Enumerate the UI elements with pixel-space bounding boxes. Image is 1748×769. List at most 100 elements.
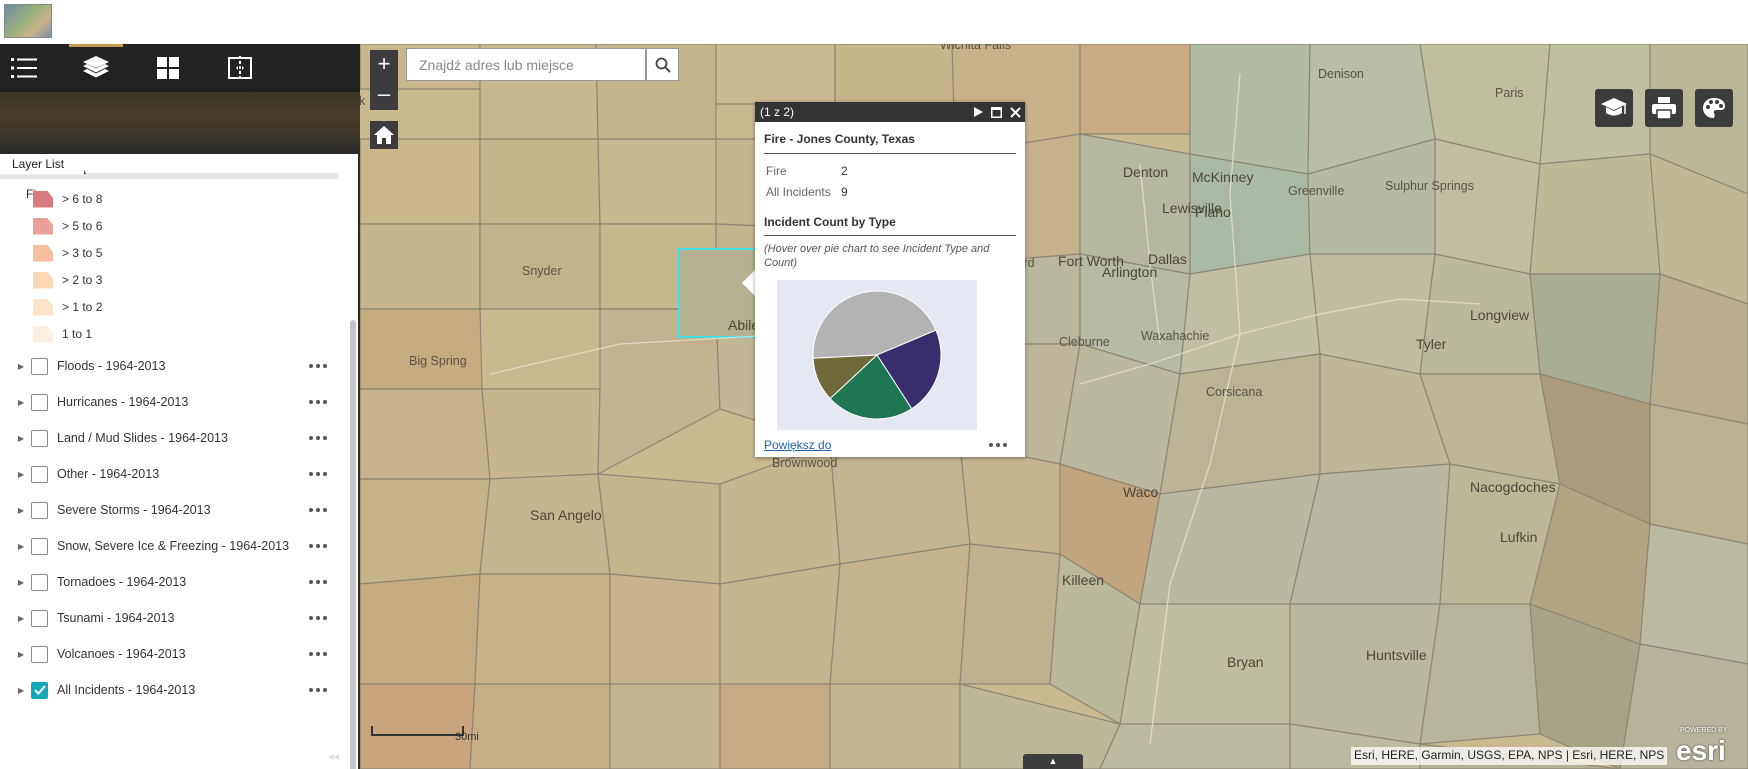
- layer-item[interactable]: ▶ Severe Storms - 1964-2013: [0, 492, 340, 528]
- maximize-icon[interactable]: [991, 106, 1002, 118]
- layer-options-button[interactable]: [308, 364, 328, 368]
- map-place-label: Wichita Falls: [940, 44, 1011, 52]
- layer-item[interactable]: ▶ Other - 1964-2013: [0, 456, 340, 492]
- map-attribution: Esri, HERE, Garmin, USGS, EPA, NPS | Esr…: [1351, 747, 1668, 765]
- layer-visibility-checkbox[interactable]: [31, 537, 48, 555]
- legend-swatch: [33, 298, 53, 316]
- layer-visibility-checkbox[interactable]: [31, 573, 48, 591]
- about-button[interactable]: [1595, 89, 1633, 127]
- attribute-key: Fire: [766, 163, 787, 178]
- layer-options-button[interactable]: [308, 580, 328, 584]
- map-place-label: Paris: [1495, 86, 1524, 100]
- expand-arrow-icon[interactable]: ▶: [18, 577, 25, 587]
- layer-list-scrollbar[interactable]: [350, 320, 356, 769]
- popup-more-button[interactable]: [989, 443, 1007, 447]
- expand-arrow-icon[interactable]: ▶: [18, 397, 25, 407]
- pie-chart-container[interactable]: [777, 280, 977, 430]
- basemap-button[interactable]: [1695, 89, 1733, 127]
- layer-options-button[interactable]: [308, 616, 328, 620]
- collapse-panel-button[interactable]: ◂◂: [328, 751, 340, 763]
- side-panel: Layer List Fire > 6 to 8> 5 to 6> 3 to 5…: [0, 44, 360, 769]
- layer-options-button[interactable]: [308, 400, 328, 404]
- close-icon[interactable]: [1010, 106, 1021, 118]
- search-button[interactable]: [646, 48, 679, 81]
- pie-chart[interactable]: [777, 280, 977, 430]
- print-button[interactable]: [1645, 89, 1683, 127]
- zoom-to-link[interactable]: Powiększ do: [764, 438, 832, 452]
- legend-label: > 5 to 6: [62, 219, 103, 233]
- layer-visibility-checkbox[interactable]: [31, 393, 48, 411]
- scale-bar: [371, 726, 464, 736]
- layer-item[interactable]: ▶ Land / Mud Slides - 1964-2013: [0, 420, 340, 456]
- expand-arrow-icon[interactable]: ▶: [18, 685, 25, 695]
- layer-options-button[interactable]: [308, 652, 328, 656]
- layer-item[interactable]: ▶ Snow, Severe Ice & Freezing - 1964-2013: [0, 528, 340, 564]
- feature-popup: (1 z 2) Fire - Jones County, Texas Fire 2…: [755, 102, 1025, 457]
- layer-item[interactable]: ▶ Volcanoes - 1964-2013: [0, 636, 340, 672]
- layer-item[interactable]: ▶ All Incidents - 1964-2013: [0, 672, 340, 708]
- expand-arrow-icon[interactable]: ▶: [18, 613, 25, 623]
- layer-visibility-checkbox[interactable]: [31, 609, 48, 627]
- basemap-gallery-button[interactable]: [152, 52, 184, 84]
- map-place-label: Lewisville: [1162, 200, 1222, 216]
- layer-options-button[interactable]: [308, 472, 328, 476]
- expand-arrow-icon[interactable]: ▶: [18, 649, 25, 659]
- layer-label: Floods - 1964-2013: [57, 359, 166, 373]
- layer-list-tab[interactable]: Layer List: [0, 154, 87, 174]
- next-feature-icon[interactable]: [974, 107, 983, 117]
- map-place-label: Nacogdoches: [1470, 479, 1556, 495]
- map-basemap: [360, 44, 1748, 769]
- legend-swatch: [33, 190, 53, 208]
- expand-arrow-icon[interactable]: ▶: [18, 361, 25, 371]
- printer-icon: [1652, 97, 1676, 119]
- layer-item[interactable]: ▶ Tsunami - 1964-2013: [0, 600, 340, 636]
- layer-options-button[interactable]: [308, 436, 328, 440]
- layer-label: Tornadoes - 1964-2013: [57, 575, 187, 589]
- expand-arrow-icon[interactable]: ▶: [18, 433, 25, 443]
- search-icon: [655, 57, 671, 73]
- layer-item[interactable]: ▶ Hurricanes - 1964-2013: [0, 384, 340, 420]
- layer-visibility-checkbox[interactable]: [31, 501, 48, 519]
- layer-list-button[interactable]: [8, 52, 40, 84]
- pie-slice[interactable]: [876, 329, 942, 410]
- legend-label: > 2 to 3: [62, 273, 103, 287]
- zoom-out-button[interactable]: –: [377, 81, 391, 106]
- tab-underline: [0, 173, 338, 179]
- expand-arrow-icon[interactable]: ▶: [18, 469, 25, 479]
- home-button[interactable]: [370, 121, 398, 149]
- layer-visibility-checkbox[interactable]: [31, 465, 48, 483]
- pie-slice[interactable]: [812, 290, 937, 359]
- swipe-button[interactable]: [224, 52, 256, 84]
- pie-slice[interactable]: [812, 354, 879, 400]
- expand-arrow-icon[interactable]: ▶: [18, 541, 25, 551]
- zoom-in-button[interactable]: +: [377, 51, 391, 76]
- basemap-layers-button[interactable]: [80, 52, 112, 84]
- layer-visibility-checkbox[interactable]: [31, 357, 48, 375]
- layer-visibility-checkbox[interactable]: [31, 681, 48, 699]
- zoom-control: + –: [370, 50, 398, 110]
- layer-options-button[interactable]: [308, 544, 328, 548]
- layer-options-button[interactable]: [308, 508, 328, 512]
- layer-visibility-checkbox[interactable]: [31, 645, 48, 663]
- layer-label: Hurricanes - 1964-2013: [57, 395, 189, 409]
- expand-arrow-icon[interactable]: ▶: [18, 505, 25, 515]
- popup-counter: (1 z 2): [760, 105, 795, 119]
- active-tab-indicator: [69, 44, 123, 47]
- map-view[interactable]: Wichita Falls Denison Paris Denton McKinney G…: [360, 44, 1748, 769]
- map-place-label: Brownwood: [772, 456, 838, 470]
- map-place-label: Cleburne: [1059, 335, 1110, 349]
- layer-item[interactable]: ▶ Tornadoes - 1964-2013: [0, 564, 340, 600]
- layer-options-button[interactable]: [308, 688, 328, 692]
- attribute-row: Fire 2: [766, 160, 1025, 181]
- map-place-label: Big Spring: [409, 354, 467, 368]
- list-icon: [11, 58, 37, 78]
- search-input[interactable]: Znajdź adres lub miejsce: [406, 48, 646, 81]
- layer-label: Volcanoes - 1964-2013: [57, 647, 186, 661]
- layer-visibility-checkbox[interactable]: [31, 429, 48, 447]
- legend-item: 1 to 1: [33, 323, 92, 345]
- attribute-table-toggle[interactable]: ▲: [1023, 754, 1083, 769]
- layer-item[interactable]: ▶ Floods - 1964-2013: [0, 348, 340, 384]
- app-logo[interactable]: [4, 4, 52, 38]
- popup-pointer: [742, 270, 755, 296]
- pie-slice[interactable]: [829, 354, 913, 420]
